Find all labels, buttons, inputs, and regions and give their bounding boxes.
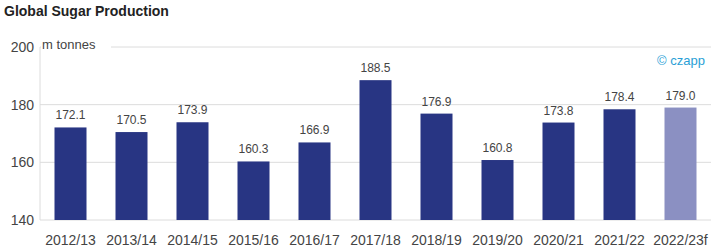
bar <box>665 108 697 220</box>
data-label: 160.8 <box>482 141 512 155</box>
bar <box>482 160 514 220</box>
bar <box>177 122 209 220</box>
bar <box>360 80 392 220</box>
y-tick-label: 140 <box>11 212 35 228</box>
data-label: 160.3 <box>238 142 268 156</box>
data-label: 176.9 <box>421 95 451 109</box>
y-tick-label: 200 <box>11 39 35 55</box>
x-tick-label: 2012/13 <box>45 232 96 248</box>
x-tick-label: 2015/16 <box>228 232 279 248</box>
label-background <box>41 38 111 53</box>
x-tick-label: 2013/14 <box>106 232 157 248</box>
y-tick-label: 180 <box>11 97 35 113</box>
bar <box>299 142 331 220</box>
data-label: 170.5 <box>116 113 146 127</box>
data-label: 173.9 <box>177 103 207 117</box>
y-tick-label: 160 <box>11 154 35 170</box>
y-label: m tonnes <box>42 37 96 52</box>
bar <box>604 109 636 220</box>
annotation: © czapp <box>657 53 705 68</box>
bar <box>55 127 87 220</box>
bar <box>421 114 453 220</box>
x-tick-label: 2017/18 <box>350 232 401 248</box>
bars <box>55 80 697 220</box>
x-tick-label: 2018/19 <box>411 232 462 248</box>
data-label: 173.8 <box>543 104 573 118</box>
y-axis-line <box>40 47 41 220</box>
title: Global Sugar Production <box>4 3 169 19</box>
data-label: 166.9 <box>299 123 329 137</box>
data-label: 172.1 <box>55 108 85 122</box>
bar <box>116 132 148 220</box>
x-tick-label: 2022/23f <box>653 232 708 248</box>
data-label: 179.0 <box>665 89 695 103</box>
x-tick-label: 2021/22 <box>594 232 645 248</box>
x-tick-label: 2016/17 <box>289 232 340 248</box>
data-label: 178.4 <box>604 90 634 104</box>
x-tick-label: 2020/21 <box>533 232 584 248</box>
bar <box>238 161 270 220</box>
bar <box>543 123 575 220</box>
chart: Global Sugar Production 140 160 180 200 172.1… <box>0 0 715 250</box>
data-label: 188.5 <box>360 61 390 75</box>
grid-line <box>40 47 711 48</box>
x-tick-label: 2019/20 <box>472 232 523 248</box>
x-tick-label: 2014/15 <box>167 232 218 248</box>
